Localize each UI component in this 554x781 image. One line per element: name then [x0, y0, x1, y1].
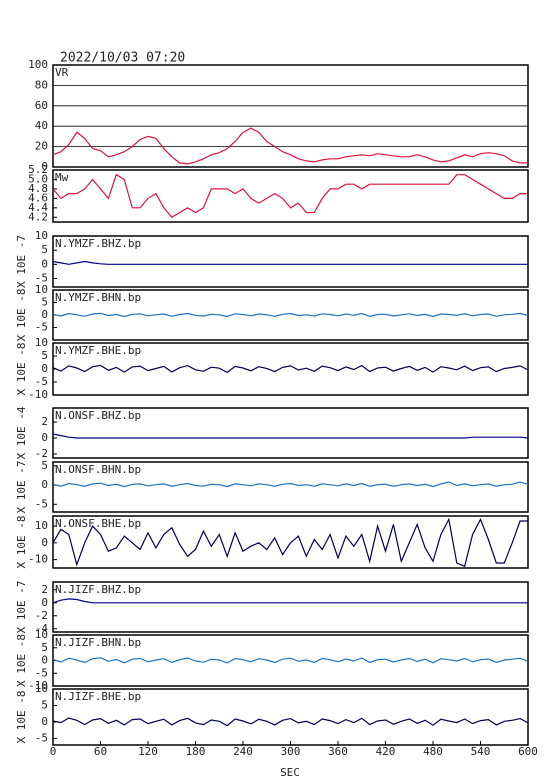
y-tick-label: 5	[41, 349, 48, 362]
panel-label: N.JIZF.BHN.bp	[55, 636, 141, 649]
y-tick-label: 40	[35, 119, 48, 132]
x-tick-label: 360	[328, 745, 348, 758]
y-tick-label: 4.4	[28, 201, 48, 214]
y-tick-label: -5	[35, 321, 48, 334]
y-tick-label: 4.6	[28, 191, 48, 204]
y-tick-label: 2	[41, 415, 48, 428]
y-axis-label: X 10E -8	[15, 343, 28, 396]
panel-label: N.ONSF.BHZ.bp	[55, 409, 141, 422]
y-tick-label: 0	[41, 654, 48, 667]
panel-label: N.JIZF.BHE.bp	[55, 690, 141, 703]
y-tick-label: -5	[35, 272, 48, 285]
y-tick-label: 0	[41, 257, 48, 270]
y-axis-label: X 10E -8	[15, 289, 28, 342]
y-tick-label: -5	[35, 731, 48, 744]
panel-label: N.ONSF.BHE.bp	[55, 517, 141, 530]
y-axis-label: X 10E -4	[15, 406, 28, 459]
x-tick-label: 540	[471, 745, 491, 758]
y-tick-label: -10	[28, 553, 48, 566]
y-tick-label: 0	[41, 478, 48, 491]
y-tick-label: -4	[35, 622, 49, 635]
y-tick-label: 5	[41, 641, 48, 654]
panel-frame	[52, 342, 529, 396]
y-tick-label: 5.2	[28, 163, 48, 176]
x-tick-label: 600	[518, 745, 538, 758]
trace	[52, 364, 529, 374]
y-tick-label: 0	[41, 160, 48, 173]
x-tick-label: 120	[138, 745, 158, 758]
y-tick-label: -10	[28, 388, 48, 401]
y-axis-label: X 10E -7	[15, 461, 28, 514]
y-tick-label: 5.0	[28, 172, 48, 185]
y-tick-label: 0	[41, 715, 48, 728]
x-tick-label: 240	[233, 745, 253, 758]
y-tick-label: 5	[41, 459, 48, 472]
y-tick-label: 0	[41, 431, 48, 444]
trace	[52, 127, 528, 165]
y-tick-label: 0	[41, 536, 48, 549]
y-tick-label: -10	[28, 679, 48, 692]
y-tick-label: -2	[35, 609, 48, 622]
panel-label: N.YMZF.BHN.bp	[55, 291, 141, 304]
y-axis-label: X 10E -8	[15, 516, 28, 569]
y-axis-label: X 10E -7	[15, 235, 28, 288]
x-tick-label: 480	[423, 745, 443, 758]
panel-label: N.ONSF.BHN.bp	[55, 463, 141, 476]
panel-frame	[52, 169, 529, 223]
y-tick-label: 5	[41, 296, 48, 309]
trace	[52, 173, 528, 219]
y-tick-label: 2	[41, 583, 48, 596]
chart-title: 2022/10/03 07:20	[60, 51, 185, 66]
y-tick-label: 4.8	[28, 182, 48, 195]
trace	[52, 433, 529, 439]
y-tick-label: 5	[41, 698, 48, 711]
x-axis-label: SEC	[280, 766, 300, 779]
trace	[52, 598, 528, 604]
panel-frame	[52, 407, 529, 459]
panel-frame	[52, 461, 529, 513]
y-tick-label: 60	[35, 99, 48, 112]
y-tick-label: 20	[35, 140, 48, 153]
trace	[52, 312, 529, 318]
y-tick-label: 10	[35, 229, 48, 242]
trace	[52, 717, 529, 727]
panel-label: N.YMZF.BHZ.bp	[55, 237, 141, 250]
panel-label: VR	[55, 66, 69, 79]
y-tick-label: 0	[41, 596, 48, 609]
y-tick-label: 5	[41, 243, 48, 256]
panel-label: N.JIZF.BHZ.bp	[55, 583, 141, 596]
y-tick-label: 10	[35, 336, 48, 349]
x-tick-label: 180	[186, 745, 206, 758]
y-tick-label: 10	[35, 519, 48, 532]
x-tick-label: 60	[94, 745, 107, 758]
y-tick-label: -5	[35, 666, 48, 679]
y-tick-label: 0	[41, 308, 48, 321]
panel-label: Mw	[55, 171, 69, 184]
trace	[52, 260, 528, 265]
y-tick-label: 80	[35, 78, 48, 91]
x-tick-label: 420	[376, 745, 396, 758]
x-tick-label: 300	[281, 745, 301, 758]
y-tick-label: 100	[28, 58, 48, 71]
panel-label: N.YMZF.BHE.bp	[55, 344, 141, 357]
panel-frame	[52, 581, 529, 633]
y-tick-label: 4.2	[28, 210, 48, 223]
y-tick-label: -2	[35, 447, 48, 460]
y-tick-label: 10	[35, 283, 48, 296]
y-tick-label: 0	[41, 362, 48, 375]
trace	[52, 657, 529, 664]
panel-frame	[52, 634, 529, 687]
y-axis-label: X 10E -8	[15, 634, 28, 687]
y-tick-label: 10	[35, 682, 48, 695]
y-tick-label: 10	[35, 628, 48, 641]
y-axis-label: X 10E -8	[15, 691, 28, 744]
y-tick-label: -5	[35, 497, 48, 510]
trace	[52, 517, 528, 568]
x-tick-label: 0	[50, 745, 57, 758]
panel-frame	[52, 64, 529, 168]
y-tick-label: -5	[35, 375, 48, 388]
trace	[52, 481, 529, 488]
y-axis-label: X 10E -7	[15, 581, 28, 634]
